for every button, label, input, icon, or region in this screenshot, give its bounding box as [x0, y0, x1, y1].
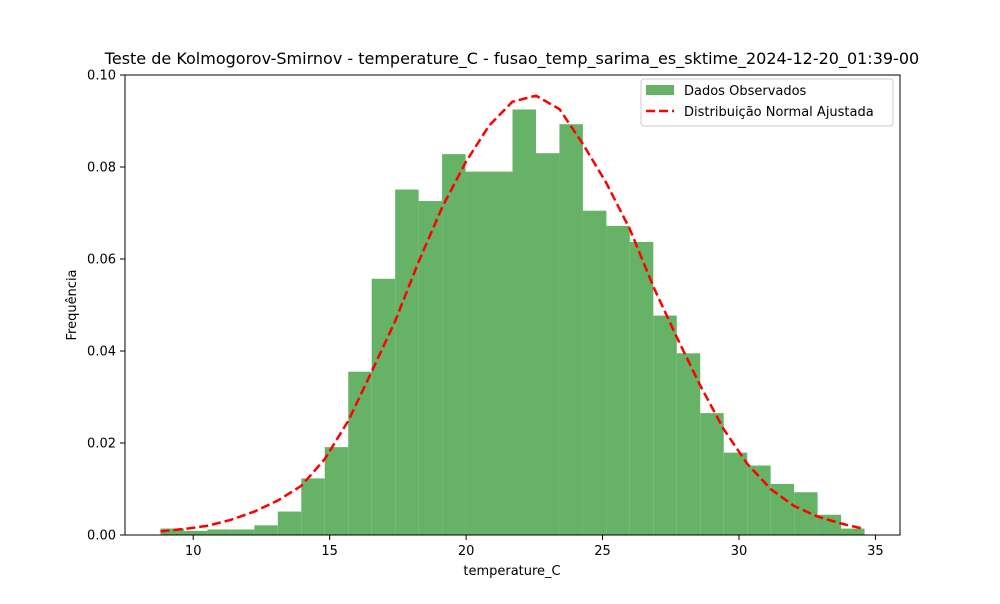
chart-title: Teste de Kolmogorov-Smirnov - temperatur…: [104, 49, 919, 69]
histogram-bar: [418, 201, 443, 536]
y-tick-label: 0.04: [87, 345, 116, 360]
legend-swatch-observed: [646, 85, 674, 95]
histogram-bar: [700, 413, 724, 535]
y-tick-label: 0.02: [87, 437, 116, 452]
histogram-bar: [512, 109, 536, 535]
y-tick-label: 0.00: [87, 529, 116, 544]
histogram-bar: [442, 154, 466, 535]
plot-frame: [124, 74, 901, 536]
histogram-bar: [207, 529, 231, 535]
x-tick-label: 35: [867, 544, 884, 559]
histogram-bar: [794, 492, 818, 535]
y-tick-label: 0.08: [87, 161, 116, 176]
legend: Dados Observados Distribuição Normal Aju…: [640, 78, 894, 127]
histogram-bar: [489, 171, 513, 535]
x-tick-label: 15: [321, 544, 338, 559]
histogram-bar: [582, 210, 607, 535]
histogram-bar: [348, 371, 372, 535]
legend-label-observed: Dados Observados: [684, 84, 807, 99]
histogram-bar: [535, 153, 560, 535]
histogram-bar: [183, 530, 208, 535]
histogram-bar: [723, 452, 748, 535]
histogram-bar: [160, 528, 184, 535]
histogram-bar: [301, 478, 325, 535]
histogram-bar: [254, 525, 278, 535]
histogram-bar: [395, 189, 419, 536]
x-tick-label: 25: [594, 544, 611, 559]
histogram-bar: [230, 529, 255, 535]
histogram-bar: [676, 353, 701, 535]
x-tick-label: 20: [458, 544, 475, 559]
histogram-bar: [559, 124, 583, 535]
y-tick-label: 0.06: [87, 253, 116, 268]
legend-frame: [640, 78, 894, 127]
y-axis-label: Frequência: [65, 269, 80, 340]
histogram-bar: [653, 315, 677, 535]
histogram-bar: [465, 171, 490, 535]
histogram-bar: [371, 278, 396, 535]
x-axis-label: temperature_C: [463, 564, 560, 579]
normal-fit-line: [160, 94, 865, 533]
y-tick-label: 0.10: [87, 69, 116, 84]
histogram-bar: [770, 483, 795, 535]
histogram-bar: [277, 511, 302, 535]
histogram-bar: [606, 225, 630, 535]
x-tick-label: 30: [731, 544, 748, 559]
histogram-bar: [629, 241, 654, 536]
histogram-bar: [747, 465, 771, 535]
x-tick-label: 10: [185, 544, 202, 559]
histogram-bar: [841, 528, 865, 535]
legend-label-normal: Distribuição Normal Ajustada: [684, 105, 874, 120]
histogram-bar: [817, 514, 842, 535]
histogram-bar: [324, 447, 349, 535]
